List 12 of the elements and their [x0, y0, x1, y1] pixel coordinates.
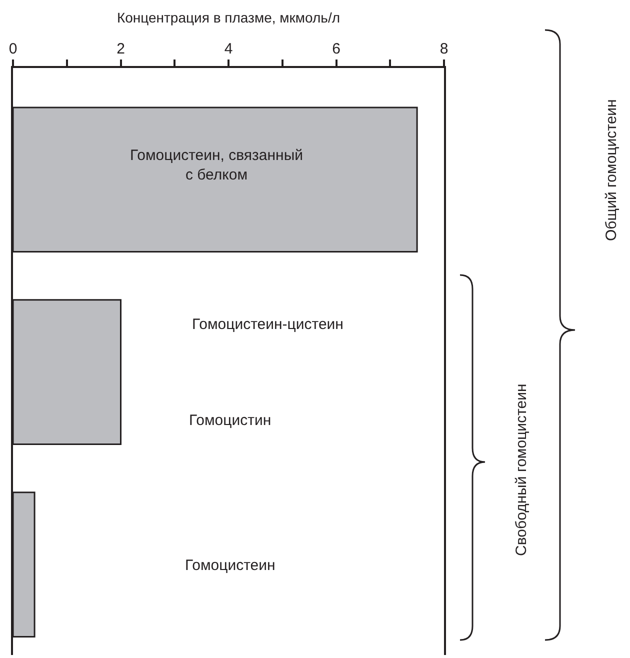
- annotation: Гомоцистин: [189, 412, 272, 429]
- text: Свободный гомоцистеин: [513, 384, 530, 556]
- annotation: Гомоцистеин, связанный с белком: [130, 147, 303, 184]
- annotation: Гомоцистеин: [185, 557, 276, 574]
- text: Общий гомоцистеин: [603, 99, 620, 241]
- x-tick-label: 2: [116, 40, 125, 58]
- x-tick-label: 6: [332, 40, 340, 58]
- x-tick-label: 4: [224, 40, 233, 58]
- x-tick-label: 0: [8, 40, 18, 58]
- x-axis-title: Концентрация в плазме, мкмоль/л: [116, 9, 340, 26]
- annotation: Гомоцистеин-цистеин: [192, 316, 344, 333]
- x-tick-label: 8: [440, 40, 448, 58]
